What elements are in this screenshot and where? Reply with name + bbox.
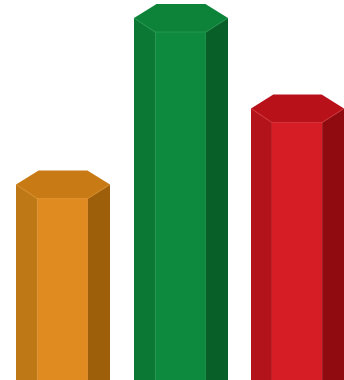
- bar-3-top-cap: [251, 94, 344, 123]
- bar-1-cap-edge: [15, 184, 111, 200]
- bars-layer: [15, 4, 344, 380]
- bar-2-front-face: [155, 32, 206, 380]
- bar-2-left-face: [134, 18, 156, 380]
- bar-3-front-face: [271, 122, 323, 380]
- bar-2-top-cap: [134, 4, 228, 32]
- bar-2-right-face: [205, 18, 228, 380]
- bar-3: [250, 94, 344, 380]
- bar-1-left-face: [16, 184, 38, 380]
- bar-2: [133, 4, 229, 380]
- bar-3-cap-edge: [250, 108, 344, 123]
- bar-1-front-face: [37, 198, 88, 380]
- bar-1-top-cap: [16, 170, 110, 199]
- bar-3-right-face: [322, 108, 344, 380]
- bar-3-left-face: [251, 108, 272, 380]
- bar-2-cap-edge: [133, 17, 229, 33]
- bar-1: [15, 170, 111, 380]
- bar-1-right-face: [87, 184, 110, 380]
